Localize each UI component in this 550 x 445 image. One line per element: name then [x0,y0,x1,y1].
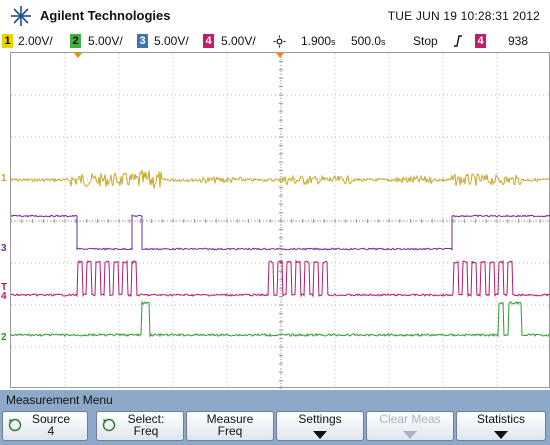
channel-3-badge[interactable]: 3 [137,34,148,48]
submenu-arrow-icon [494,431,508,439]
channel-2-scale: 5.00V/ [88,34,123,48]
trigger-level[interactable]: 938​ [508,34,528,49]
select-softkey[interactable]: Select: Freq [96,411,184,441]
delay-icon [273,35,286,48]
settings-label: Settings [298,412,342,426]
statistics-label: Statistics [476,412,525,426]
channel-3-scale: 5.00V/ [154,34,189,48]
select-value: Freq [133,424,159,438]
channel-2-badge[interactable]: 2 [70,34,81,48]
header-bar: Agilent Technologies TUE JUN 19 10:28:31… [0,0,550,32]
delay-position-marker [276,53,284,58]
source-label: Source [31,412,71,426]
channel-2-trace [11,300,550,339]
delay-value[interactable]: 1.900s [301,34,336,49]
trigger-level-marker: T [1,282,8,293]
trigger-position-marker [74,53,82,58]
channel-1-ground-marker[interactable]: 1 [1,173,7,184]
delay-unit: s [331,37,336,47]
status-bar: 1 2.00V/ 2 5.00V/ 3 5.00V/ 4 5.00V/ 1.90… [0,32,550,50]
channel-1-trace [11,169,550,189]
menu-title: Measurement Menu [6,393,113,407]
softkey-menu: Measurement Menu Source 4 Select: Freq M… [0,390,550,445]
clear-meas-softkey[interactable]: Clear Meas [366,411,454,441]
channel-4-trace [11,259,550,298]
submenu-arrow-icon [313,431,327,439]
measure-label: Measure [206,412,254,426]
rotary-knob-icon [8,418,22,432]
select-label: Select: [127,412,165,426]
rotary-knob-icon [102,418,116,432]
trigger-edge-icon [454,35,462,47]
date-time: TUE JUN 19 10:28:31 2012 [387,9,540,23]
statistics-softkey[interactable]: Statistics [456,411,546,441]
trigger-level-number: 938 [508,34,529,48]
brand-name: Agilent Technologies [40,8,171,23]
channel-4-scale: 5.00V/ [221,34,256,48]
channel-4-badge[interactable]: 4 [203,34,214,48]
waveform-display[interactable] [10,52,550,389]
run-state[interactable]: Stop [413,34,438,48]
measure-softkey[interactable]: Measure Freq [186,411,274,441]
graticule [11,53,550,389]
measure-value: Freq [217,424,243,438]
submenu-arrow-icon [403,431,417,439]
channel-1-scale: 2.00V/ [18,34,53,48]
delay-number: 1.900 [301,34,332,48]
clear-meas-label: Clear Meas [379,412,441,426]
channel-4-ground-marker[interactable]: 4 [1,291,7,302]
source-value: 4 [47,424,55,438]
settings-softkey[interactable]: Settings [276,411,364,441]
agilent-logo [11,6,31,26]
channel-2-ground-marker[interactable]: 2 [1,332,7,343]
timebase-number: 500.0 [351,34,382,48]
timebase-unit: s [381,37,386,47]
channel-3-ground-marker[interactable]: 3 [1,243,7,254]
channel-1-badge[interactable]: 1 [2,34,13,48]
channel-3-trace [11,214,550,251]
source-softkey[interactable]: Source 4 [2,411,88,441]
trigger-source-badge[interactable]: 4 [475,34,486,48]
timebase-value[interactable]: 500.0s [351,34,386,49]
